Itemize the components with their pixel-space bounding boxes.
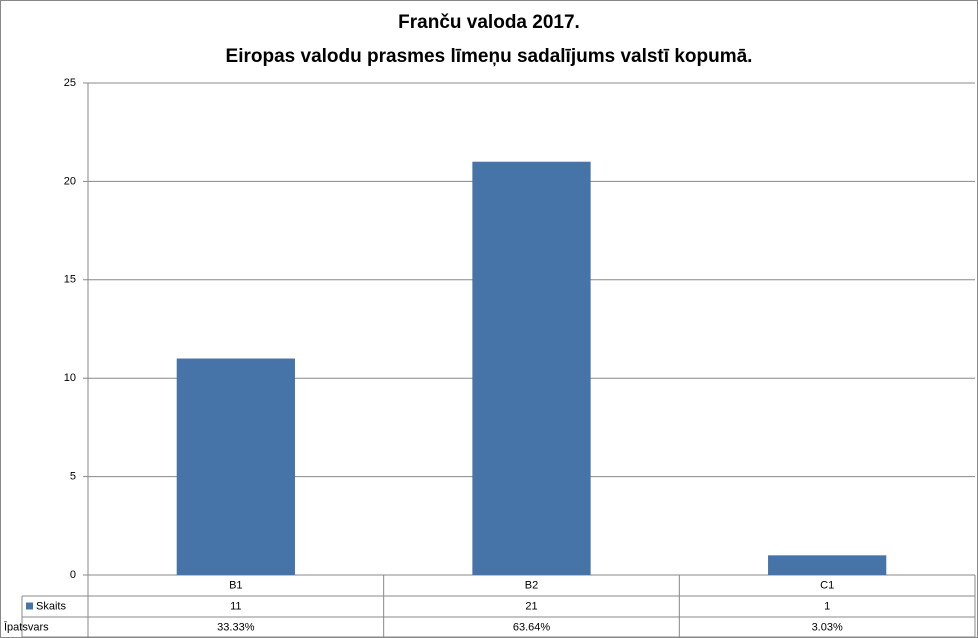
legend-key (26, 602, 33, 610)
bar (176, 358, 295, 575)
table-value: 33.33% (217, 621, 255, 633)
x-tick-label: B1 (229, 579, 242, 591)
table-row-label: Īpatsvars (4, 621, 49, 633)
table-value: 11 (230, 600, 241, 612)
chart-title: Franču valoda 2017. (398, 12, 580, 33)
y-tick-label: 5 (70, 471, 76, 483)
y-tick-label: 15 (64, 274, 76, 286)
legend-label: Skaits (36, 600, 66, 612)
x-tick-label: C1 (820, 579, 834, 591)
bar (472, 161, 591, 575)
table-value: 21 (525, 600, 537, 612)
chart-subtitle: Eiropas valodu prasmes līmeņu sadalījums… (226, 46, 753, 67)
y-tick-label: 0 (70, 569, 76, 581)
bar (768, 555, 887, 575)
x-tick-label: B2 (525, 579, 538, 591)
table-value: 63.64% (513, 621, 551, 633)
y-tick-label: 20 (64, 175, 76, 187)
table-value: 3.03% (812, 621, 843, 633)
y-tick-label: 10 (64, 372, 76, 384)
table-value: 1 (824, 600, 830, 612)
y-tick-label: 25 (64, 77, 76, 89)
